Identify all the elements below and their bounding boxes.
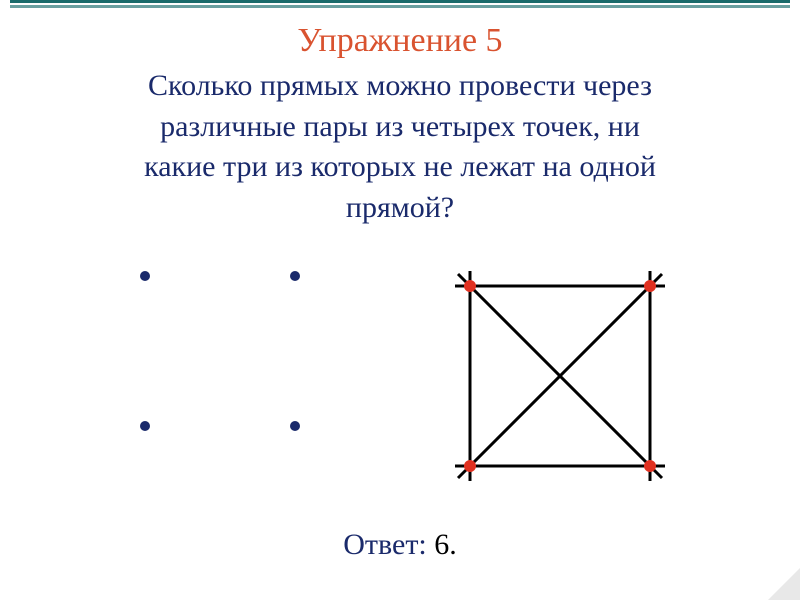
page-corner-fold [768,568,800,600]
slide-content: Упражнение 5 Сколько прямых можно провес… [0,0,800,562]
diagram-area [0,246,800,516]
question-line: Сколько прямых можно провести через [40,66,760,107]
square-svg [440,256,680,496]
exercise-title: Упражнение 5 [0,22,800,60]
question-line: различные пары из четырех точек, ни [40,107,760,148]
answer-text: Ответ: 6. [0,528,800,562]
square-with-lines-diagram [440,256,680,496]
dots-svg [140,266,310,436]
answer-label: Ответ: [343,528,434,561]
top-border-decoration [10,0,790,8]
answer-value: 6. [434,528,457,561]
question-line: прямой? [40,188,760,229]
question-text: Сколько прямых можно провести через разл… [0,66,800,228]
question-line: какие три из которых не лежат на одной [40,147,760,188]
four-points-plain [140,266,310,441]
